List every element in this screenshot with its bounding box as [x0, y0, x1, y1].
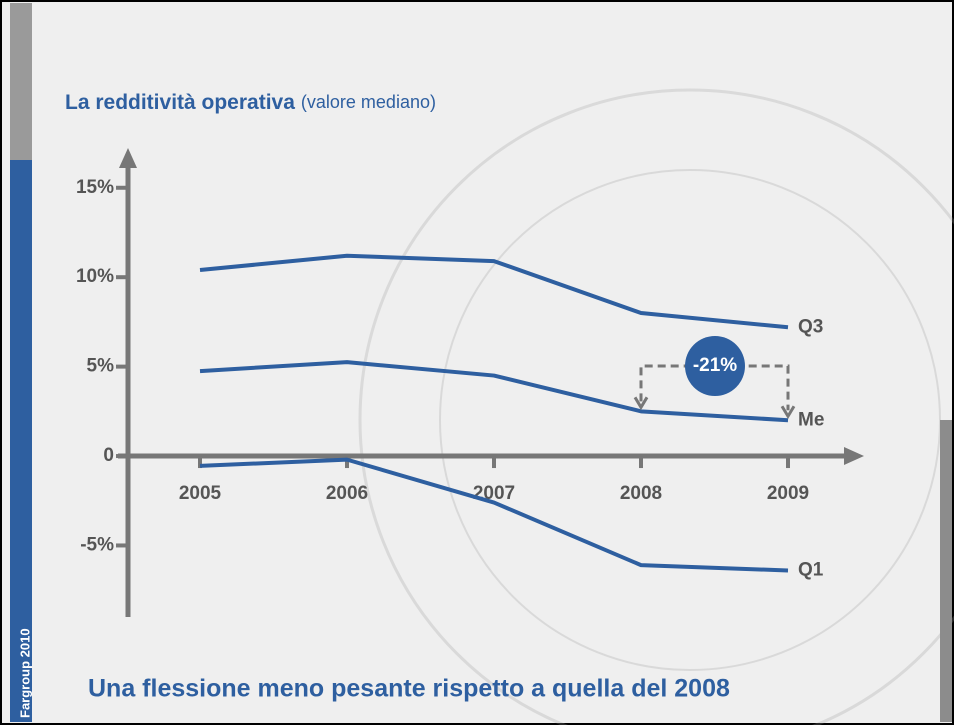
y-axis-arrow: [119, 148, 137, 168]
y-tick-label: 0: [103, 445, 114, 466]
annotation-badge: [685, 336, 745, 396]
footer-text: Una flessione meno pesante rispetto a qu…: [88, 675, 730, 703]
right-strip: [940, 420, 952, 722]
x-tick-label: 2009: [767, 483, 809, 504]
x-tick-label: 2008: [620, 483, 662, 504]
annotation-arrowhead: [780, 405, 796, 420]
chart-title: La redditività operativa: [65, 91, 295, 114]
title-group: La redditività operativa (valore mediano): [65, 91, 436, 114]
x-tick-label: 2006: [326, 483, 368, 504]
series-label: Me: [798, 409, 824, 430]
y-tick-label: 5%: [87, 356, 115, 377]
series-line: [199, 253, 789, 330]
annotation-text: -21%: [693, 355, 737, 376]
series-label: Q1: [798, 560, 824, 581]
x-axis-arrow: [844, 447, 864, 466]
series-label: Q3: [798, 316, 823, 337]
series-line: [199, 457, 789, 573]
annotation-arrowhead: [633, 396, 649, 411]
chart-subtitle: (valore mediano): [301, 92, 436, 112]
y-tick-label: 10%: [76, 266, 114, 287]
y-tick-label: 15%: [76, 177, 114, 198]
side-strip-blue: [10, 160, 32, 722]
side-label: Fargroup 2010: [17, 628, 32, 718]
side-strip-gray: [10, 3, 32, 160]
x-tick-label: 2005: [179, 483, 222, 504]
series-line: [199, 360, 789, 423]
y-tick-label: -5%: [80, 534, 114, 555]
